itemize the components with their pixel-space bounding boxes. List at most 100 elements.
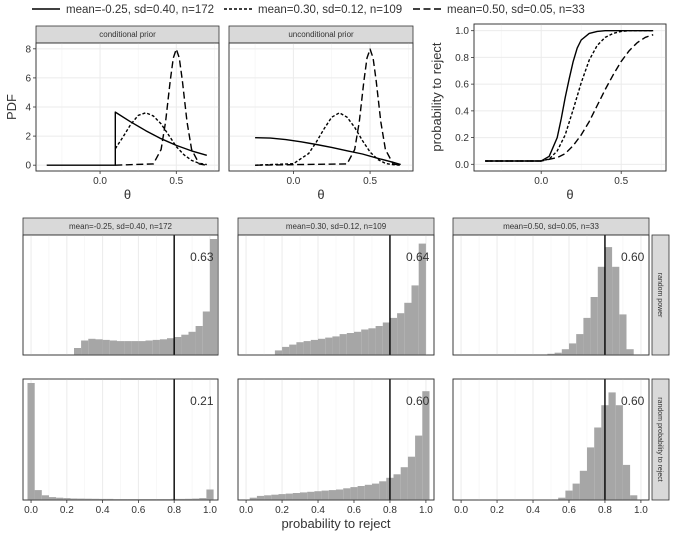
- histogram-bar: [393, 474, 401, 500]
- y-tick-label: 0.0: [455, 160, 469, 171]
- histogram-bar: [95, 339, 103, 355]
- histogram-bar: [626, 349, 634, 355]
- histogram-bar: [124, 341, 132, 355]
- histogram-bar: [622, 464, 631, 500]
- line-panel: unconditional prior 0.0 0.5 θ: [228, 25, 414, 202]
- x-tick-label: 0.6: [131, 505, 145, 516]
- histogram-bar: [152, 339, 160, 355]
- histogram-bar: [264, 495, 272, 500]
- histogram-bar: [289, 344, 297, 355]
- histogram-bar: [328, 490, 336, 500]
- x-tick-label: 0.4: [526, 505, 540, 516]
- histogram-bar: [74, 348, 82, 355]
- hist-panel: 0.60 0.0 0.2 0.4 0.6 0.8 1.0: [237, 378, 435, 516]
- histogram-bar: [192, 498, 200, 500]
- histogram-bar: [99, 498, 107, 500]
- histogram-bar: [630, 495, 638, 500]
- histogram-bar: [292, 493, 300, 500]
- histogram-bar: [184, 498, 193, 500]
- series-line: [485, 34, 654, 162]
- line-panel: conditional prior 0.0 0.5 0 2 4 6 8 θ: [25, 25, 220, 202]
- histogram-bar: [167, 338, 175, 355]
- series-line: [255, 48, 401, 166]
- hist-panel: mean=0.30, sd=0.12, n=109 0.64: [237, 217, 435, 356]
- histogram-bar: [249, 497, 257, 500]
- histogram-bar: [404, 302, 412, 355]
- y-tick-label: 6: [25, 73, 31, 84]
- y-tick-label: 2: [25, 132, 31, 143]
- histogram-bar: [565, 490, 573, 500]
- histogram-bar: [361, 329, 369, 355]
- histogram-bar: [354, 331, 362, 355]
- histogram-bar: [113, 499, 121, 500]
- x-tick-label: 0.4: [96, 505, 110, 516]
- facet-strip-right-label: random power: [656, 273, 663, 318]
- histogram-bar: [382, 322, 390, 355]
- x-tick-label: 0.0: [454, 505, 468, 516]
- x-tick-label: 0.2: [490, 505, 504, 516]
- histogram-bar: [346, 333, 354, 355]
- series-line: [115, 48, 207, 166]
- histogram-bar: [389, 317, 398, 355]
- histogram-bar: [357, 486, 365, 500]
- histogram-bar: [274, 350, 283, 355]
- histogram-bar: [332, 336, 340, 355]
- histogram-bar: [558, 497, 566, 500]
- x-tick-label: 0.5: [169, 176, 183, 187]
- histogram-bar: [336, 489, 344, 500]
- legend-item: mean=-0.25, sd=0.40, n=172: [32, 4, 214, 16]
- x-axis-label: θ: [566, 187, 573, 202]
- x-axis-label: θ: [317, 187, 324, 202]
- histogram-bar: [318, 338, 326, 355]
- y-tick-label: 1.0: [455, 26, 469, 37]
- facet-strip-right: [651, 234, 670, 356]
- y-tick-label: 0.8: [455, 53, 469, 64]
- panel-border: [473, 23, 667, 172]
- histogram-bar: [181, 334, 189, 355]
- facet-strip-label: mean=0.30, sd=0.12, n=109: [286, 222, 387, 231]
- panel-border: [237, 378, 435, 501]
- x-tick-label: 0.6: [347, 505, 361, 516]
- histogram-bar: [209, 239, 218, 355]
- series-line: [114, 112, 207, 166]
- x-tick-label: 0.8: [167, 505, 181, 516]
- histogram-bar: [149, 499, 157, 500]
- histogram-bar: [314, 491, 322, 500]
- histogram-bar: [106, 498, 114, 500]
- x-tick-label: 0.8: [383, 505, 397, 516]
- histogram-bar: [303, 341, 311, 355]
- x-tick-label: 1.0: [203, 505, 217, 516]
- histogram-bar: [34, 490, 42, 500]
- series-line: [485, 30, 654, 162]
- probability-value-label: 0.64: [406, 250, 430, 264]
- histogram-bar: [339, 334, 347, 355]
- histogram-bar: [145, 340, 153, 355]
- histogram-bar: [48, 497, 57, 500]
- x-tick-label: 0.8: [598, 505, 612, 516]
- facet-strip-right: [651, 378, 670, 501]
- histogram-bar: [400, 467, 408, 500]
- histogram-bar: [134, 499, 142, 500]
- legend-label: mean=0.50, sd=0.05, n=33: [447, 4, 585, 16]
- probability-value-label: 0.63: [190, 250, 214, 264]
- histogram-bar: [91, 498, 100, 500]
- histogram-bar: [604, 247, 613, 355]
- x-tick-label: 0.2: [275, 505, 289, 516]
- x-tick-label: 0.4: [311, 505, 325, 516]
- histogram-bar: [418, 243, 426, 355]
- probability-value-label: 0.60: [406, 394, 430, 408]
- y-tick-label: 0.4: [455, 106, 469, 117]
- histogram-bar: [397, 313, 405, 355]
- histogram-bar: [375, 326, 383, 355]
- series-line: [255, 137, 401, 166]
- legend-label: mean=0.30, sd=0.12, n=109: [258, 4, 402, 16]
- histogram-bar: [159, 339, 168, 355]
- histogram-bar: [199, 498, 207, 500]
- histogram-bar: [379, 481, 387, 500]
- histogram-bar: [177, 498, 185, 500]
- legend-item: mean=0.30, sd=0.12, n=109: [224, 4, 402, 16]
- x-axis-label: probability to reject: [281, 516, 390, 531]
- histogram-bar: [195, 326, 203, 355]
- histogram-bar: [583, 317, 591, 355]
- hist-panel: mean=0.50, sd=0.05, n=33 0.60 random power: [452, 217, 670, 356]
